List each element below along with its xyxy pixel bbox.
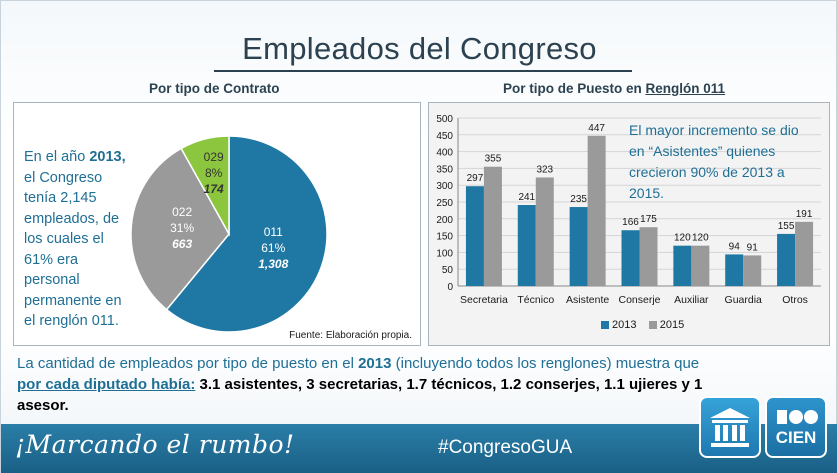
bar-value-label: 120 — [692, 233, 709, 244]
pie-chart: 011 61% 1,308 022 31% 663 029 8% 174 — [130, 135, 328, 333]
bar-otros-2015 — [795, 221, 814, 286]
summary-text: La cantidad de empleados por tipo de pue… — [17, 353, 707, 416]
bar-value-label: 175 — [640, 214, 657, 225]
bar-chart-legend: 2013 2015 — [601, 319, 684, 331]
bar-value-label: 241 — [518, 192, 535, 203]
x-tick-label: Auxiliar — [674, 294, 709, 306]
pie-label-029-name: 029 — [204, 150, 224, 164]
x-tick-label: Asistente — [566, 294, 609, 306]
pie-description: En el año 2013, el Congreso tenía 2,145 … — [24, 147, 132, 332]
legend-label-2015: 2015 — [659, 319, 685, 331]
bar-chart-title-renglon: Renglón 011 — [645, 81, 726, 96]
legend-swatch-2013 — [601, 321, 609, 330]
bar-conserje-2013 — [621, 230, 640, 286]
y-tick-label: 0 — [447, 282, 453, 293]
y-tick-label: 400 — [436, 148, 453, 159]
y-tick-label: 200 — [436, 215, 453, 226]
bar-auxiliar-2013 — [673, 245, 692, 286]
x-tick-label: Secretaria — [460, 294, 508, 306]
title-underline — [214, 70, 632, 72]
bar-value-label: 91 — [747, 242, 759, 253]
bar-chart-title: Por tipo de Puesto en Renglón 011 — [503, 81, 725, 96]
bar-secretaria-2015 — [483, 166, 502, 286]
bar-value-label: 297 — [467, 173, 484, 184]
congreso-logo — [699, 396, 761, 458]
bar-value-label: 166 — [622, 217, 639, 228]
x-tick-label: Guardia — [725, 294, 763, 306]
pie-desc-part2: el Congreso tenía 2,145 empleados, de lo… — [24, 169, 122, 330]
pie-desc-part1: En el año — [24, 149, 90, 165]
pie-slice-022 — [130, 147, 230, 311]
bar-técnico-2015 — [535, 177, 554, 286]
summary-underlined: por cada diputado había: — [17, 376, 196, 393]
pie-label-029-value: 174 — [204, 182, 224, 196]
bar-conserje-2015 — [639, 227, 658, 286]
footer-bar: ¡Marcando el rumbo! #CongresoGUA — [1, 424, 837, 473]
pie-slice-029 — [180, 135, 230, 237]
cien-logo: CIEN — [765, 396, 827, 458]
summary-year: 2013 — [358, 355, 392, 372]
pie-label-022-name: 022 — [172, 205, 192, 219]
y-tick-label: 250 — [436, 198, 453, 209]
bar-value-label: 447 — [588, 123, 605, 134]
cien-circles-icon — [777, 410, 818, 424]
bar-auxiliar-2015 — [691, 245, 710, 286]
pie-label-011-value: 1,308 — [258, 257, 288, 271]
bar-secretaria-2013 — [465, 186, 484, 286]
cien-logo-text: CIEN — [775, 428, 817, 447]
bar-chart-annotation: El mayor incremento se dio en “Asistente… — [629, 122, 799, 201]
y-tick-label: 300 — [436, 181, 453, 192]
pie-label-022-value: 663 — [172, 237, 192, 251]
y-tick-label: 350 — [436, 164, 453, 175]
summary-part3: 3.1 asistentes, 3 secretarias, 1.7 técni… — [17, 376, 703, 414]
bar-value-label: 155 — [778, 221, 795, 232]
y-tick-label: 100 — [436, 248, 453, 259]
bar-value-label: 355 — [485, 154, 502, 165]
bar-guardia-2013 — [725, 254, 744, 286]
y-tick-label: 500 — [436, 114, 453, 125]
bar-value-label: 120 — [674, 233, 691, 244]
y-tick-label: 450 — [436, 131, 453, 142]
bar-otros-2013 — [777, 233, 796, 286]
y-tick-label: 150 — [436, 232, 453, 243]
pie-slice-011 — [165, 135, 328, 333]
pie-label-011-percent: 61% — [261, 241, 285, 255]
bar-chart-panel: 0 50 100 150 200 250 300 350 400 450 500 297 355 Secr… — [428, 102, 830, 346]
pie-chart-panel: En el año 2013, el Congreso tenía 2,145 … — [13, 102, 421, 346]
bar-asistente-2013 — [569, 207, 588, 286]
footer-hashtag: #CongresoGUA — [438, 437, 573, 458]
summary-part1: La cantidad de empleados por tipo de pue… — [17, 355, 359, 372]
pie-desc-year: 2013, — [89, 149, 126, 165]
bar-chart-title-prefix: Por tipo de Puesto en — [503, 81, 646, 96]
bar-value-label: 323 — [536, 164, 553, 175]
x-tick-label: Otros — [782, 294, 808, 306]
bar-técnico-2013 — [517, 205, 536, 286]
page-title: Empleados del Congreso — [242, 31, 597, 66]
bar-value-label: 94 — [729, 241, 741, 252]
building-icon — [710, 408, 750, 447]
bar-asistente-2015 — [587, 135, 606, 286]
pie-chart-title: Por tipo de Contrato — [149, 81, 280, 96]
pie-label-022-percent: 31% — [170, 221, 194, 235]
summary-part2: (incluyendo todos los renglones) muestra… — [391, 355, 700, 372]
pie-label-029-percent: 8% — [205, 166, 223, 180]
legend-label-2013: 2013 — [612, 319, 637, 331]
x-tick-label: Técnico — [517, 294, 554, 306]
y-tick-label: 50 — [442, 265, 454, 276]
footer-slogan: ¡Marcando el rumbo! — [15, 430, 295, 459]
x-tick-label: Conserje — [618, 294, 660, 306]
source-note: Fuente: Elaboración propia. — [289, 330, 412, 341]
bar-guardia-2015 — [743, 255, 762, 286]
pie-label-011-name: 011 — [264, 225, 283, 239]
legend-swatch-2015 — [648, 321, 657, 330]
bar-value-label: 191 — [796, 209, 813, 220]
bar-value-label: 235 — [570, 194, 587, 205]
